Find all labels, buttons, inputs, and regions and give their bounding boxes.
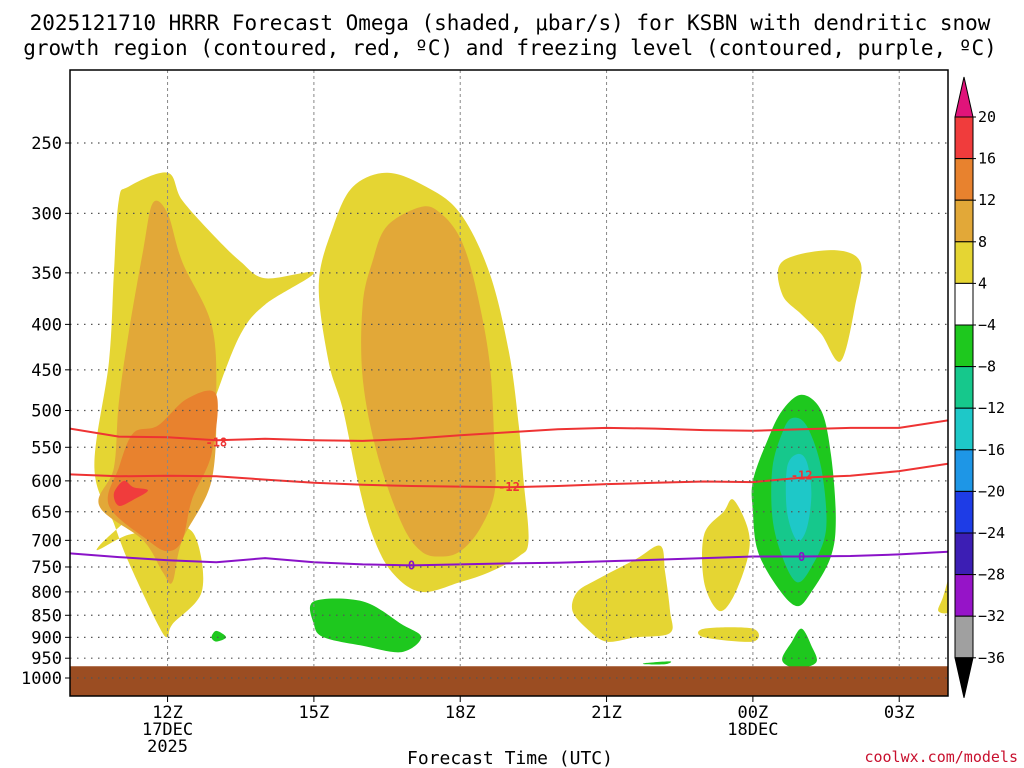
y-tick-label: 350 (31, 264, 62, 284)
colorbar-label: −8 (978, 358, 996, 376)
colorbar-label: −20 (978, 482, 1005, 500)
omega-region-15 (211, 630, 227, 642)
y-axis-ticks: 2503003504004505005506006507007508008509… (21, 134, 70, 689)
colorbar-swatch (954, 407, 974, 451)
contour-line--12C (70, 462, 948, 489)
colorbar-label: 4 (978, 274, 987, 292)
chart-title-line-1: 2025121710 HRRR Forecast Omega (shaded, … (30, 11, 991, 35)
y-tick-label: 400 (31, 315, 62, 335)
plot-area: -18 -12 -12 0 0 (70, 172, 948, 696)
chart-title-line-2: growth region (contoured, red, ºC) and f… (23, 36, 997, 60)
colorbar-swatch (954, 615, 974, 659)
colorbar-label: 16 (978, 150, 996, 168)
contour-line-0C (70, 550, 948, 567)
omega-region-3 (113, 480, 148, 506)
contour-label: 0 (798, 550, 805, 564)
colorbar-bottom-arrow (954, 657, 974, 698)
colorbar-swatch (954, 532, 974, 576)
y-tick-label: 600 (31, 472, 62, 492)
colorbar-swatch (954, 241, 974, 284)
colorbar-swatch (954, 366, 974, 409)
y-tick-label: 750 (31, 558, 62, 578)
x-tick-label: 18Z (445, 703, 476, 723)
colorbar-swatch (954, 490, 974, 534)
x-tick-sublabel: 17DEC (142, 720, 193, 740)
y-tick-label: 550 (31, 438, 62, 458)
omega-region-14 (309, 598, 422, 653)
omega-region-7 (701, 499, 750, 612)
plot-frame (69, 69, 949, 697)
y-tick-label: 1000 (21, 669, 62, 689)
omega-region-17 (642, 661, 672, 665)
contour-label: -12 (498, 480, 520, 494)
y-tick-label: 900 (31, 628, 62, 648)
omega-region-6 (571, 545, 673, 642)
colorbar-label: −24 (978, 524, 1005, 542)
y-tick-label: 450 (31, 361, 62, 381)
x-tick-sublabel: 2025 (147, 737, 188, 757)
y-tick-label: 650 (31, 503, 62, 523)
colorbar-swatch (954, 282, 974, 326)
contour-label: -18 (205, 435, 227, 449)
colorbar-swatch (954, 574, 974, 617)
omega-region-13 (785, 453, 812, 542)
y-tick-label: 850 (31, 606, 62, 626)
x-tick-label: 03Z (884, 703, 915, 723)
contour-line--18C (70, 419, 948, 442)
colorbar-label: −32 (978, 607, 1005, 625)
colorbar-label: 20 (978, 108, 996, 126)
contour-label: -12 (791, 469, 813, 483)
x-tick-label: 21Z (591, 703, 622, 723)
x-tick-label: 15Z (299, 703, 330, 723)
x-tick-label: 12Z (152, 703, 183, 723)
ground-below-surface (70, 666, 948, 696)
x-axis-label: Forecast Time (UTC) (407, 748, 613, 768)
x-tick-label: 00Z (738, 703, 769, 723)
y-tick-label: 700 (31, 531, 62, 551)
y-tick-label: 250 (31, 134, 62, 154)
colorbar: 20 16 12 8 4 −4 −8 −12 −16 −20 −24 −28 −32 −36 (954, 76, 1005, 698)
y-tick-label: 950 (31, 649, 62, 669)
omega-region-9 (777, 250, 862, 362)
y-tick-label: 500 (31, 402, 62, 422)
x-tick-sublabel: 18DEC (727, 720, 778, 740)
omega-region-2 (107, 390, 218, 552)
omega-region-10 (938, 579, 948, 614)
colorbar-swatch (954, 324, 974, 368)
colorbar-label: −12 (978, 399, 1005, 417)
omega-region-8 (698, 627, 759, 642)
contour-label: 0 (408, 558, 415, 572)
colorbar-top-arrow (954, 76, 974, 118)
y-tick-label: 800 (31, 583, 62, 603)
colorbar-label: 12 (978, 191, 996, 209)
colorbar-label: −16 (978, 441, 1005, 459)
colorbar-label: −36 (978, 649, 1005, 667)
omega-region-16 (782, 628, 817, 669)
colorbar-label: −28 (978, 566, 1005, 584)
omega-region-5 (361, 206, 496, 557)
colorbar-swatch (954, 116, 974, 160)
credit-text: coolwx.com/models (864, 748, 1018, 766)
colorbar-label: 8 (978, 233, 987, 251)
colorbar-swatch (954, 158, 974, 201)
colorbar-swatch (954, 449, 974, 492)
colorbar-label: −4 (978, 316, 996, 334)
y-tick-label: 300 (31, 204, 62, 224)
colorbar-swatch (954, 199, 974, 243)
